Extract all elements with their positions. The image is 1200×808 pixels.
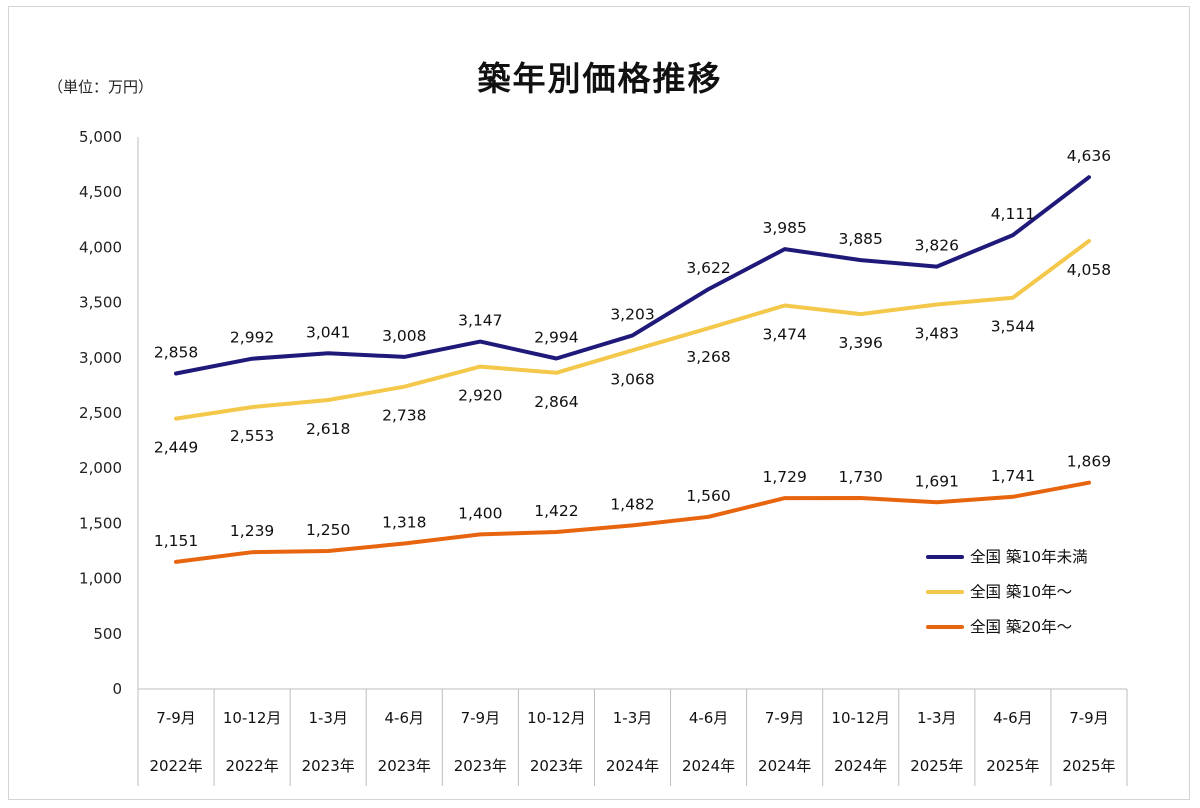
x-category-period: 1-3月: [917, 709, 957, 727]
data-label-series-2: 2,553: [230, 427, 274, 445]
data-label-series-3: 1,151: [154, 532, 198, 550]
x-category-year: 2025年: [1062, 757, 1115, 775]
data-label-series-1: 3,885: [839, 230, 883, 248]
x-category-year: 2024年: [682, 757, 735, 775]
unit-label: （単位：万円）: [48, 78, 154, 96]
data-label-series-1: 2,858: [154, 343, 198, 361]
legend-label: 全国 築10年未満: [970, 548, 1088, 566]
data-label-series-1: 2,992: [230, 329, 274, 347]
data-label-series-1: 3,147: [458, 312, 502, 330]
data-label-series-1: 2,994: [534, 328, 578, 346]
series-line-1: [174, 175, 1091, 376]
chart-title: 築年別価格推移: [477, 59, 723, 98]
x-category-year: 2023年: [454, 757, 507, 775]
data-label-series-3: 1,729: [762, 468, 806, 486]
x-category-period: 4-6月: [385, 709, 425, 727]
x-category-period: 10-12月: [527, 709, 586, 727]
data-label-series-3: 1,422: [534, 502, 578, 520]
data-label-series-2: 2,738: [382, 407, 426, 425]
data-label-series-1: 4,111: [991, 205, 1035, 223]
y-tick-label: 4,500: [79, 183, 122, 201]
data-label-series-3: 1,482: [610, 495, 654, 513]
data-label-series-2: 2,920: [458, 387, 502, 405]
data-label-series-3: 1,691: [915, 472, 959, 490]
data-label-series-1: 4,636: [1067, 147, 1111, 165]
data-label-series-2: 2,864: [534, 393, 578, 411]
data-label-series-3: 1,318: [382, 513, 426, 531]
data-label-series-2: 4,058: [1067, 261, 1111, 279]
data-label-series-1: 3,041: [306, 323, 350, 341]
data-label-series-1: 3,203: [610, 305, 654, 323]
x-category-period: 4-6月: [689, 709, 729, 727]
data-labels: 2,858 2,992 3,041 3,008 3,147 2,994 3,203 3,622…: [154, 147, 1111, 550]
series-line-2: [174, 239, 1091, 421]
x-category-period: 7-9月: [765, 709, 805, 727]
series-lines: [174, 175, 1091, 564]
x-category-period: 1-3月: [308, 709, 348, 727]
data-label-series-2: 3,483: [915, 324, 959, 342]
data-label-series-3: 1,730: [839, 468, 883, 486]
x-category-year: 2023年: [302, 757, 355, 775]
data-label-series-1: 3,985: [762, 219, 806, 237]
y-tick-label: 5,000: [79, 128, 122, 146]
data-label-series-2: 3,474: [762, 325, 806, 343]
x-category-period: 1-3月: [613, 709, 653, 727]
data-label-series-2: 3,544: [991, 318, 1035, 336]
chart-frame: [8, 6, 1190, 800]
x-category-period: 7-9月: [1069, 709, 1109, 727]
legend-label: 全国 築10年～: [970, 583, 1072, 601]
y-tick-label: 2,000: [79, 459, 122, 477]
data-label-series-2: 3,268: [686, 348, 730, 366]
x-category-year: 2023年: [530, 757, 583, 775]
x-category-year: 2025年: [986, 757, 1039, 775]
x-category-period: 10-12月: [223, 709, 282, 727]
data-label-series-3: 1,741: [991, 467, 1035, 485]
data-label-series-3: 1,250: [306, 521, 350, 539]
y-tick-label: 1,500: [79, 514, 122, 532]
y-tick-label: 500: [93, 625, 122, 643]
x-category-year: 2024年: [758, 757, 811, 775]
y-tick-label: 0: [112, 680, 122, 698]
data-label-series-1: 3,826: [915, 237, 959, 255]
x-category-year: 2022年: [226, 757, 279, 775]
x-category-period: 7-9月: [461, 709, 501, 727]
x-category-year: 2024年: [606, 757, 659, 775]
x-category-year: 2023年: [378, 757, 431, 775]
y-tick-label: 2,500: [79, 404, 122, 422]
x-category-year: 2025年: [910, 757, 963, 775]
x-category-period: 7-9月: [156, 709, 196, 727]
data-label-series-1: 3,622: [686, 259, 730, 277]
legend-label: 全国 築20年～: [970, 618, 1072, 636]
data-label-series-2: 3,396: [839, 334, 883, 352]
data-label-series-3: 1,560: [686, 487, 730, 505]
x-category-period: 10-12月: [831, 709, 890, 727]
axes: 0 500 1,000 1,500 2,000 2,500 3,000 3,500 4,000 4…: [79, 128, 1128, 786]
x-category-year: 2022年: [149, 757, 202, 775]
x-category-period: 4-6月: [993, 709, 1033, 727]
data-label-series-2: 3,068: [610, 370, 654, 388]
y-tick-label: 3,000: [79, 349, 122, 367]
x-category-year: 2024年: [834, 757, 887, 775]
data-label-series-1: 3,008: [382, 327, 426, 345]
y-tick-label: 4,000: [79, 238, 122, 256]
data-label-series-3: 1,400: [458, 504, 502, 522]
series-line-3: [174, 480, 1091, 564]
data-label-series-2: 2,618: [306, 420, 350, 438]
data-label-series-2: 2,449: [154, 439, 198, 457]
y-tick-label: 3,500: [79, 294, 122, 312]
data-label-series-3: 1,239: [230, 522, 274, 540]
y-tick-label: 1,000: [79, 570, 122, 588]
data-label-series-3: 1,869: [1067, 453, 1111, 471]
